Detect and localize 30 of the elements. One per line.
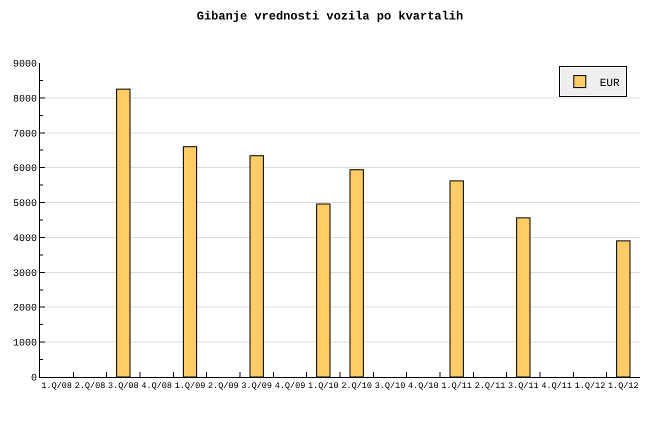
y-tick-label: 2000 [12, 304, 37, 315]
x-tick-label: 4.Q/09 [274, 381, 306, 392]
y-tick-label: 4000 [12, 234, 37, 245]
x-tick-label: 2.Q/08 [74, 381, 106, 392]
x-tick-label: 1.Q/12 [608, 381, 639, 392]
x-tick-label: 1.Q/10 [308, 381, 339, 392]
x-tick-label: 1.Q/12 [574, 381, 606, 392]
x-tick-label: 3.Q/11 [508, 381, 539, 392]
x-tick-label: 2.Q/11 [474, 381, 506, 392]
x-tick-label: 4.Q/08 [141, 381, 172, 392]
y-tick-label: 8000 [12, 94, 37, 106]
x-tick-label: 3.Q/10 [374, 381, 406, 392]
x-tick-label: 1.Q/08 [41, 381, 72, 392]
x-tick-label: 4.Q/11 [541, 381, 572, 392]
x-tick-label: 1.Q/09 [174, 381, 206, 392]
chart-title: Gibanje vrednosti vozila po kvartalih [196, 9, 464, 24]
y-tick-label: 0 [30, 374, 37, 384]
y-tick-label: 1000 [12, 338, 37, 350]
x-tick-label: 4.Q/10 [408, 381, 439, 392]
y-tick-label: 9000 [12, 60, 37, 70]
x-tick-label: 3.Q/09 [241, 381, 272, 392]
x-tick-label: 3.Q/08 [108, 381, 139, 392]
y-tick-label: 7000 [12, 129, 37, 140]
x-tick-label: 2.Q/10 [341, 381, 372, 392]
legend-label: EUR [600, 78, 620, 90]
x-tick-label: 1.Q/11 [441, 381, 472, 392]
y-tick-label: 5000 [12, 199, 37, 210]
y-tick-label: 3000 [12, 268, 37, 280]
x-tick-label: 2.Q/09 [208, 381, 239, 392]
y-tick-label: 6000 [12, 164, 37, 176]
